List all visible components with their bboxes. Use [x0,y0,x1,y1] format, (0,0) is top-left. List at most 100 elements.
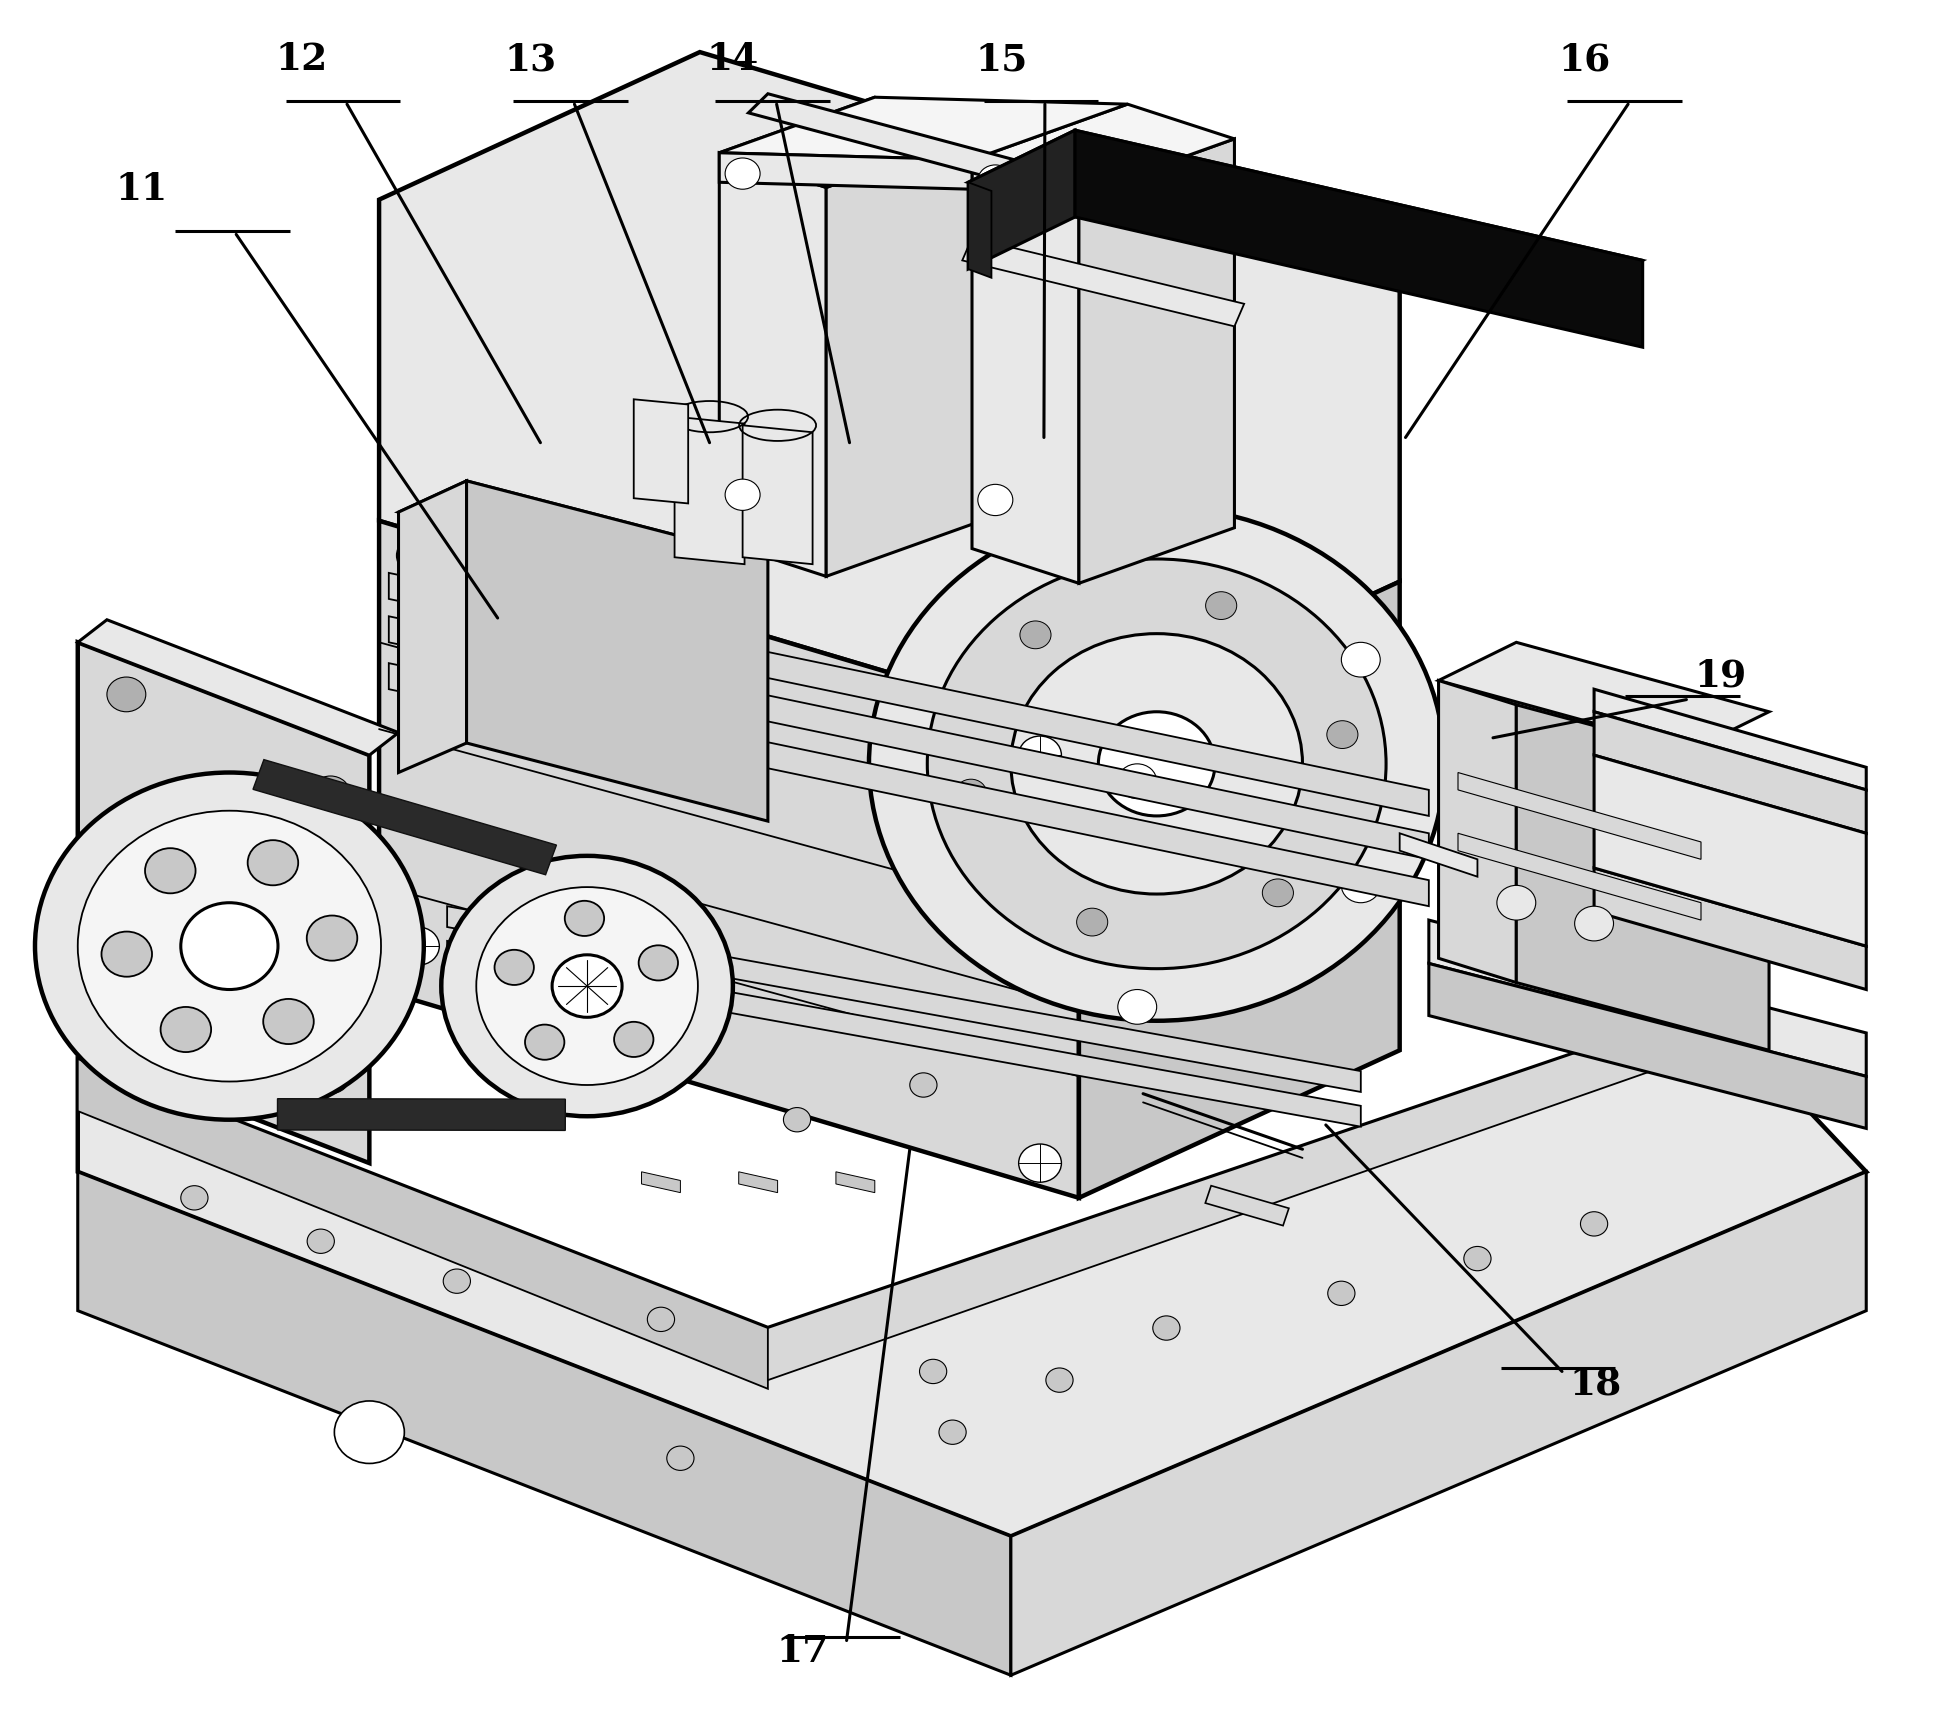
Text: 18: 18 [1571,1366,1621,1403]
Text: 11: 11 [117,172,167,208]
Circle shape [311,776,350,811]
Circle shape [1118,764,1157,799]
Circle shape [920,1359,947,1384]
Circle shape [161,1007,212,1052]
Circle shape [869,507,1444,1021]
Polygon shape [1079,582,1400,1198]
Circle shape [647,1307,675,1332]
Polygon shape [399,481,768,590]
Polygon shape [389,663,1429,906]
Circle shape [397,536,439,575]
Polygon shape [379,52,1400,729]
Text: 14: 14 [708,42,758,78]
Polygon shape [968,182,991,278]
Circle shape [566,901,605,936]
Circle shape [1019,736,1061,774]
Text: 17: 17 [778,1634,828,1670]
Circle shape [1011,634,1302,894]
Polygon shape [1439,642,1769,750]
Circle shape [494,950,535,984]
Circle shape [525,1024,564,1059]
Polygon shape [389,616,1429,859]
Circle shape [725,479,760,510]
Text: 19: 19 [1695,658,1746,694]
Polygon shape [1429,920,1866,1076]
Polygon shape [1011,1172,1866,1675]
Polygon shape [826,132,982,576]
Polygon shape [1439,681,1516,983]
Text: 13: 13 [505,42,556,78]
Polygon shape [1594,868,1866,990]
Text: 16: 16 [1559,42,1610,78]
Circle shape [1575,906,1614,941]
Polygon shape [272,1050,321,1076]
Polygon shape [968,130,1643,312]
Circle shape [1118,990,1157,1024]
Polygon shape [972,160,1079,583]
Circle shape [247,840,297,885]
Circle shape [334,1401,404,1463]
Polygon shape [78,1172,1011,1675]
Circle shape [1021,621,1052,649]
Polygon shape [78,620,399,755]
Polygon shape [1594,712,1866,833]
Circle shape [1046,1368,1073,1392]
Circle shape [1328,1281,1355,1305]
Polygon shape [78,1007,1866,1536]
Circle shape [1464,1246,1491,1271]
Circle shape [101,932,152,977]
Circle shape [1328,720,1359,748]
Circle shape [667,1446,694,1470]
Circle shape [262,998,313,1043]
Circle shape [146,849,196,894]
Polygon shape [78,1059,768,1389]
Polygon shape [467,481,768,821]
Polygon shape [739,1172,778,1193]
Polygon shape [634,399,688,503]
Circle shape [1580,1212,1608,1236]
Circle shape [1098,712,1215,816]
Polygon shape [117,1050,165,1076]
Circle shape [1262,878,1293,906]
Circle shape [910,1073,937,1097]
Polygon shape [748,94,1157,217]
Circle shape [927,559,1386,969]
Circle shape [1153,1316,1180,1340]
Polygon shape [1400,833,1477,877]
Polygon shape [1458,773,1701,859]
Circle shape [552,955,622,1017]
Polygon shape [1079,139,1234,583]
Circle shape [640,946,678,981]
Polygon shape [78,642,369,1163]
Polygon shape [642,1172,680,1193]
Circle shape [614,1023,653,1057]
Circle shape [1341,868,1380,903]
Polygon shape [1458,833,1701,920]
Circle shape [107,677,146,712]
Circle shape [476,887,698,1085]
Circle shape [1205,592,1236,620]
Polygon shape [1205,1186,1289,1226]
Circle shape [307,915,358,960]
Circle shape [978,484,1013,516]
Text: 15: 15 [976,42,1026,78]
Text: 12: 12 [276,42,327,78]
Polygon shape [968,130,1075,269]
Polygon shape [399,481,467,773]
Polygon shape [719,97,982,187]
Circle shape [441,856,733,1116]
Polygon shape [768,1007,1711,1380]
Polygon shape [743,425,813,564]
Circle shape [955,779,986,807]
Circle shape [1497,885,1536,920]
Polygon shape [1429,963,1866,1128]
Circle shape [311,1059,350,1094]
Polygon shape [278,1099,566,1130]
Circle shape [1019,1144,1061,1182]
Polygon shape [253,760,556,875]
Polygon shape [836,1172,875,1193]
Circle shape [725,158,760,189]
Circle shape [1341,642,1380,677]
Polygon shape [719,153,826,576]
Circle shape [397,927,439,965]
